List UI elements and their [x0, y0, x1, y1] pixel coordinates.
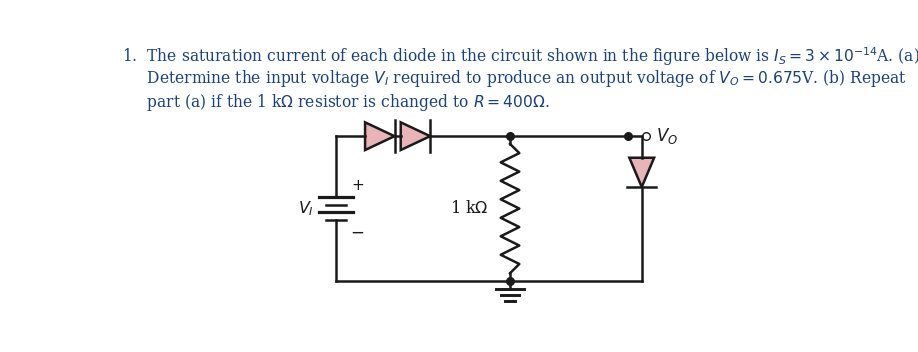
Polygon shape: [365, 122, 395, 150]
Polygon shape: [630, 158, 655, 187]
Text: part (a) if the 1 k$\Omega$ resistor is changed to $R = 400\Omega$.: part (a) if the 1 k$\Omega$ resistor is …: [122, 92, 550, 113]
Text: 1 k$\Omega$: 1 k$\Omega$: [450, 200, 488, 217]
Text: $V_I$: $V_I$: [298, 199, 314, 218]
Polygon shape: [401, 122, 431, 150]
Text: Determine the input voltage $V_I$ required to produce an output voltage of $V_O : Determine the input voltage $V_I$ requir…: [122, 68, 908, 89]
Text: $V_O$: $V_O$: [655, 126, 677, 146]
Text: +: +: [351, 178, 364, 193]
Text: 1.  The saturation current of each diode in the circuit shown in the figure belo: 1. The saturation current of each diode …: [122, 45, 918, 68]
Text: −: −: [351, 224, 364, 242]
